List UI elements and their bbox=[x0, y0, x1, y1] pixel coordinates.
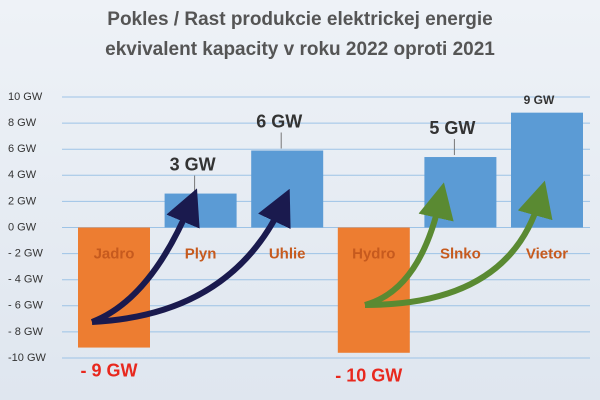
y-tick-label: 6 GW bbox=[8, 143, 37, 155]
category-label: Vietor bbox=[526, 245, 568, 262]
y-tick-label: 2 GW bbox=[8, 195, 37, 207]
value-label: 5 GW bbox=[429, 118, 475, 138]
category-label: Plyn bbox=[185, 245, 217, 262]
value-label: 3 GW bbox=[170, 154, 216, 174]
arrow bbox=[91, 188, 291, 325]
y-tick-label: 10 GW bbox=[8, 91, 43, 103]
y-tick-label: - 8 GW bbox=[8, 326, 43, 338]
category-label: Slnko bbox=[440, 245, 481, 262]
category-label: Uhlie bbox=[269, 245, 306, 262]
value-label: 9 GW bbox=[524, 93, 555, 107]
y-tick-label: -10 GW bbox=[8, 352, 47, 364]
bar bbox=[511, 112, 583, 228]
y-tick-label: 0 GW bbox=[8, 221, 37, 233]
arrows bbox=[90, 180, 553, 325]
arrow bbox=[90, 188, 200, 325]
value-label: 6 GW bbox=[256, 111, 302, 131]
arrow bbox=[364, 180, 553, 308]
value-label: - 10 GW bbox=[335, 366, 402, 386]
bar bbox=[251, 150, 324, 228]
y-tick-label: 8 GW bbox=[8, 117, 37, 129]
y-tick-label: - 6 GW bbox=[8, 300, 43, 312]
category-label: Jadro bbox=[94, 245, 135, 262]
y-tick-label: 4 GW bbox=[8, 169, 37, 181]
bar bbox=[164, 193, 237, 228]
chart-title: Pokles / Rast produkcie elektrickej ener… bbox=[107, 9, 492, 30]
y-tick-label: - 4 GW bbox=[8, 274, 43, 286]
chart-subtitle: ekvivalent kapacity v roku 2022 oproti 2… bbox=[105, 39, 495, 60]
arrow bbox=[364, 182, 454, 308]
value-label: - 9 GW bbox=[81, 360, 138, 380]
y-tick-label: - 2 GW bbox=[8, 248, 43, 260]
category-label: Hydro bbox=[352, 245, 395, 262]
